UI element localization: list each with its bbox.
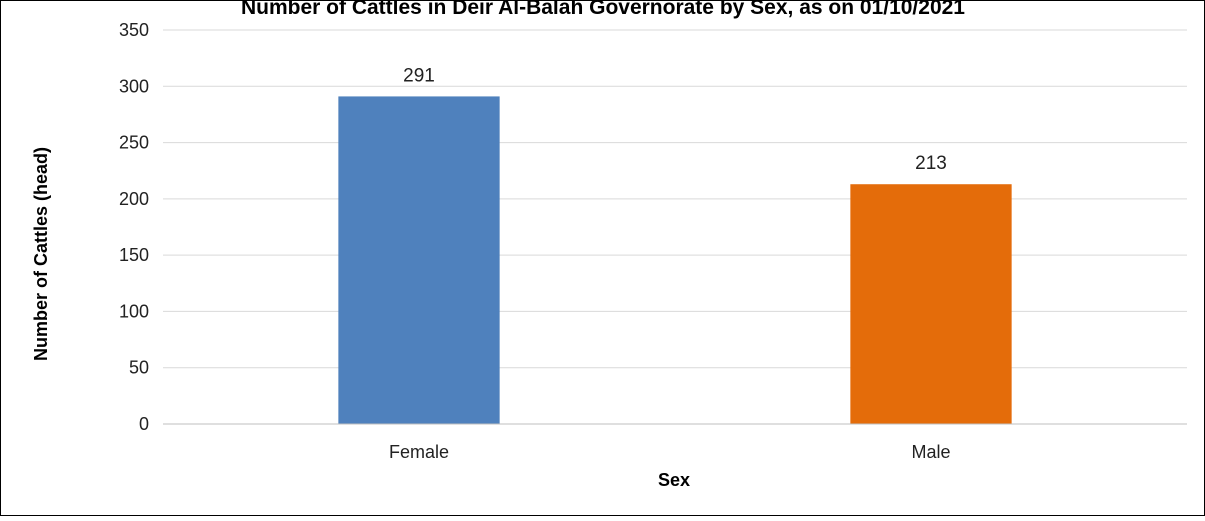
data-labels: 291 213 — [403, 65, 947, 174]
data-label: 213 — [915, 153, 947, 174]
data-label: 291 — [403, 65, 435, 86]
y-tick-label: 0 — [139, 414, 149, 434]
y-axis-title: Number of Cattles (head) — [31, 147, 51, 361]
y-tick-label: 100 — [119, 301, 149, 321]
y-tick-label: 250 — [119, 133, 149, 153]
y-axis-ticks: 0 50 100 150 200 250 300 350 — [119, 20, 149, 434]
y-tick-label: 350 — [119, 20, 149, 40]
bar-male — [850, 184, 1012, 424]
y-tick-label: 150 — [119, 245, 149, 265]
x-axis-categories: Female Male — [389, 442, 951, 462]
x-category-label: Female — [389, 442, 449, 462]
y-tick-label: 300 — [119, 76, 149, 96]
gridlines — [163, 29, 1187, 369]
y-tick-label: 200 — [119, 189, 149, 209]
bars — [338, 96, 1012, 424]
x-category-label: Male — [911, 442, 950, 462]
y-tick-label: 50 — [129, 358, 149, 378]
chart-title: Number of Cattles in Deir Al-Balah Gover… — [241, 0, 965, 19]
x-axis-title: Sex — [658, 470, 690, 490]
bar-female — [338, 96, 500, 424]
